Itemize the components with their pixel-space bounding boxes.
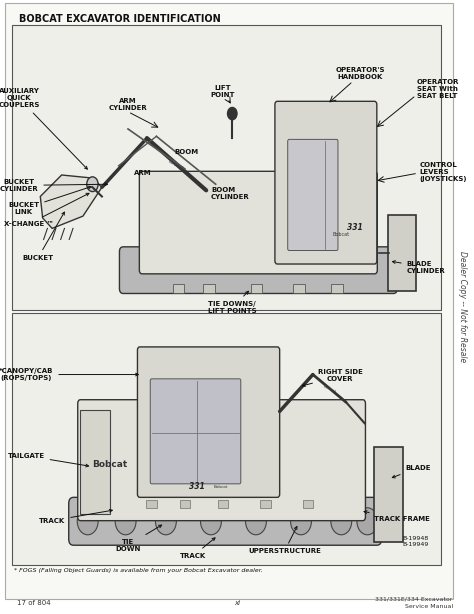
FancyBboxPatch shape	[146, 500, 157, 508]
Circle shape	[155, 508, 176, 535]
Text: X-CHANGE ™: X-CHANGE ™	[4, 193, 89, 227]
Text: Bobcat: Bobcat	[322, 384, 337, 394]
FancyBboxPatch shape	[293, 284, 305, 293]
FancyBboxPatch shape	[119, 247, 397, 293]
FancyBboxPatch shape	[260, 500, 271, 508]
Circle shape	[115, 508, 136, 535]
Circle shape	[87, 177, 98, 192]
Text: TRACK FRAME: TRACK FRAME	[364, 511, 430, 522]
Text: TRACK: TRACK	[180, 538, 215, 559]
Text: Bobcat: Bobcat	[333, 232, 350, 238]
FancyBboxPatch shape	[137, 347, 280, 497]
Text: TRACK: TRACK	[39, 510, 112, 524]
Text: OPERATOR
SEAT With
SEAT BELT: OPERATOR SEAT With SEAT BELT	[417, 79, 460, 99]
Text: LIFT
POINT: LIFT POINT	[210, 85, 235, 98]
Text: Dealer Copy -- Not for Resale: Dealer Copy -- Not for Resale	[458, 251, 466, 363]
Text: ARM
CYLINDER: ARM CYLINDER	[109, 98, 147, 111]
FancyBboxPatch shape	[180, 500, 190, 508]
FancyBboxPatch shape	[203, 284, 215, 293]
Text: UPPERSTRUCTURE: UPPERSTRUCTURE	[248, 527, 321, 554]
Text: BOBCAT EXCAVATOR IDENTIFICATION: BOBCAT EXCAVATOR IDENTIFICATION	[19, 14, 221, 23]
Text: Bobcat: Bobcat	[213, 485, 228, 489]
Text: TAILGATE: TAILGATE	[8, 453, 89, 467]
FancyBboxPatch shape	[139, 171, 377, 274]
Text: BUCKET
LINK: BUCKET LINK	[8, 186, 91, 216]
Text: 331: 331	[189, 482, 205, 491]
Text: BUCKET
CYLINDER: BUCKET CYLINDER	[0, 179, 108, 192]
Polygon shape	[40, 175, 102, 228]
Text: BLADE: BLADE	[392, 465, 431, 478]
FancyBboxPatch shape	[150, 379, 241, 484]
FancyBboxPatch shape	[303, 500, 313, 508]
FancyBboxPatch shape	[12, 25, 441, 310]
Text: Service Manual: Service Manual	[404, 604, 453, 609]
Circle shape	[77, 508, 98, 535]
Text: xi: xi	[234, 600, 240, 606]
Text: BLADE
CYLINDER: BLADE CYLINDER	[392, 260, 446, 274]
FancyBboxPatch shape	[78, 400, 365, 521]
FancyBboxPatch shape	[251, 284, 262, 293]
FancyBboxPatch shape	[218, 500, 228, 508]
Text: AUXILIARY
QUICK
COUPLERS: AUXILIARY QUICK COUPLERS	[0, 88, 87, 169]
FancyBboxPatch shape	[5, 3, 453, 599]
Circle shape	[357, 508, 378, 535]
Text: 331/331E/334 Excavator: 331/331E/334 Excavator	[375, 597, 453, 602]
Text: Bobcat: Bobcat	[167, 159, 184, 172]
FancyBboxPatch shape	[12, 313, 441, 565]
FancyBboxPatch shape	[288, 139, 338, 251]
Text: BOOM: BOOM	[174, 149, 199, 155]
FancyBboxPatch shape	[69, 497, 382, 545]
FancyBboxPatch shape	[173, 284, 184, 293]
Text: TIE
DOWN: TIE DOWN	[115, 525, 162, 552]
Circle shape	[228, 107, 237, 120]
Text: OPERATOR'S
HANDBOOK: OPERATOR'S HANDBOOK	[336, 67, 385, 80]
Text: Bobcat: Bobcat	[92, 460, 128, 468]
Text: TIE DOWNS/
LIFT POINTS: TIE DOWNS/ LIFT POINTS	[208, 291, 256, 314]
Text: 17 of 804: 17 of 804	[17, 600, 50, 606]
FancyBboxPatch shape	[388, 215, 416, 291]
Text: * FOGS (Falling Object Guards) is available from your Bobcat Excavator dealer.: * FOGS (Falling Object Guards) is availa…	[14, 568, 263, 573]
FancyBboxPatch shape	[275, 101, 377, 264]
Circle shape	[201, 508, 221, 535]
Text: B-19948
B-19949: B-19948 B-19949	[402, 536, 428, 547]
FancyBboxPatch shape	[331, 284, 343, 293]
Circle shape	[246, 508, 266, 535]
Text: CONTROL
LEVERS
(JOYSTICKS): CONTROL LEVERS (JOYSTICKS)	[419, 162, 467, 182]
Circle shape	[331, 508, 352, 535]
Text: 331: 331	[346, 223, 363, 231]
FancyBboxPatch shape	[374, 447, 403, 542]
FancyBboxPatch shape	[80, 410, 110, 514]
Text: RIGHT SIDE
COVER: RIGHT SIDE COVER	[302, 369, 363, 386]
Text: BUCKET: BUCKET	[22, 212, 64, 261]
Circle shape	[291, 508, 311, 535]
Text: BOOM
CYLINDER: BOOM CYLINDER	[211, 187, 250, 200]
Text: *CANOPY/CAB
(ROPS/TOPS): *CANOPY/CAB (ROPS/TOPS)	[0, 368, 138, 381]
Text: ARM: ARM	[134, 170, 151, 176]
